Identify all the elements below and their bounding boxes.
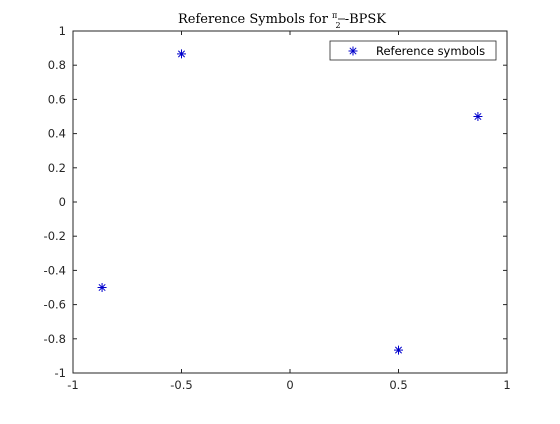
y-tick-label: -1 — [55, 366, 66, 380]
data-point-marker — [97, 283, 107, 292]
title-fraction-denominator: 2 — [335, 21, 340, 30]
legend-box — [329, 40, 497, 61]
title-fraction-numerator: π — [332, 11, 337, 20]
title-suffix: -BPSK — [345, 12, 387, 27]
y-tick-label: -0.2 — [44, 229, 66, 243]
legend-asterisk — [348, 46, 358, 56]
marker-group — [97, 49, 483, 355]
x-tick-label: -0.5 — [170, 378, 192, 392]
x-tick-label: -1 — [67, 378, 78, 392]
tick-group: -1 -0.5 0 0.5 1 -1 -0.8 -0.6 -0.4 -0.2 0 0.2 0.4 0.6 0… — [44, 24, 511, 392]
x-tick-label: 0.5 — [389, 378, 407, 392]
y-tick-label: 0.2 — [48, 161, 66, 175]
x-tick-label: 1 — [503, 378, 510, 392]
axes-box — [72, 30, 508, 374]
y-tick-label: 0.4 — [48, 127, 66, 141]
data-point-marker — [394, 345, 403, 355]
y-tick-label: 0 — [59, 195, 66, 209]
y-tick-label: -0.4 — [44, 263, 66, 277]
legend-label: Reference symbols — [376, 44, 485, 58]
x-tick-label: 0 — [286, 378, 293, 392]
data-point-marker — [177, 49, 186, 59]
y-tick-label: -0.6 — [44, 298, 66, 312]
legend-marker — [348, 46, 358, 56]
y-tick-label: 0.8 — [48, 58, 66, 72]
data-point-marker — [473, 112, 483, 121]
legend: Reference symbols — [329, 40, 497, 61]
chart-title: Reference Symbols for π 2 -BPSK — [178, 7, 386, 32]
y-tick-label: 0.6 — [48, 92, 66, 106]
y-tick-label: 1 — [59, 24, 66, 38]
title-prefix: Reference Symbols for — [178, 12, 332, 27]
y-tick-label: -0.8 — [44, 332, 66, 346]
